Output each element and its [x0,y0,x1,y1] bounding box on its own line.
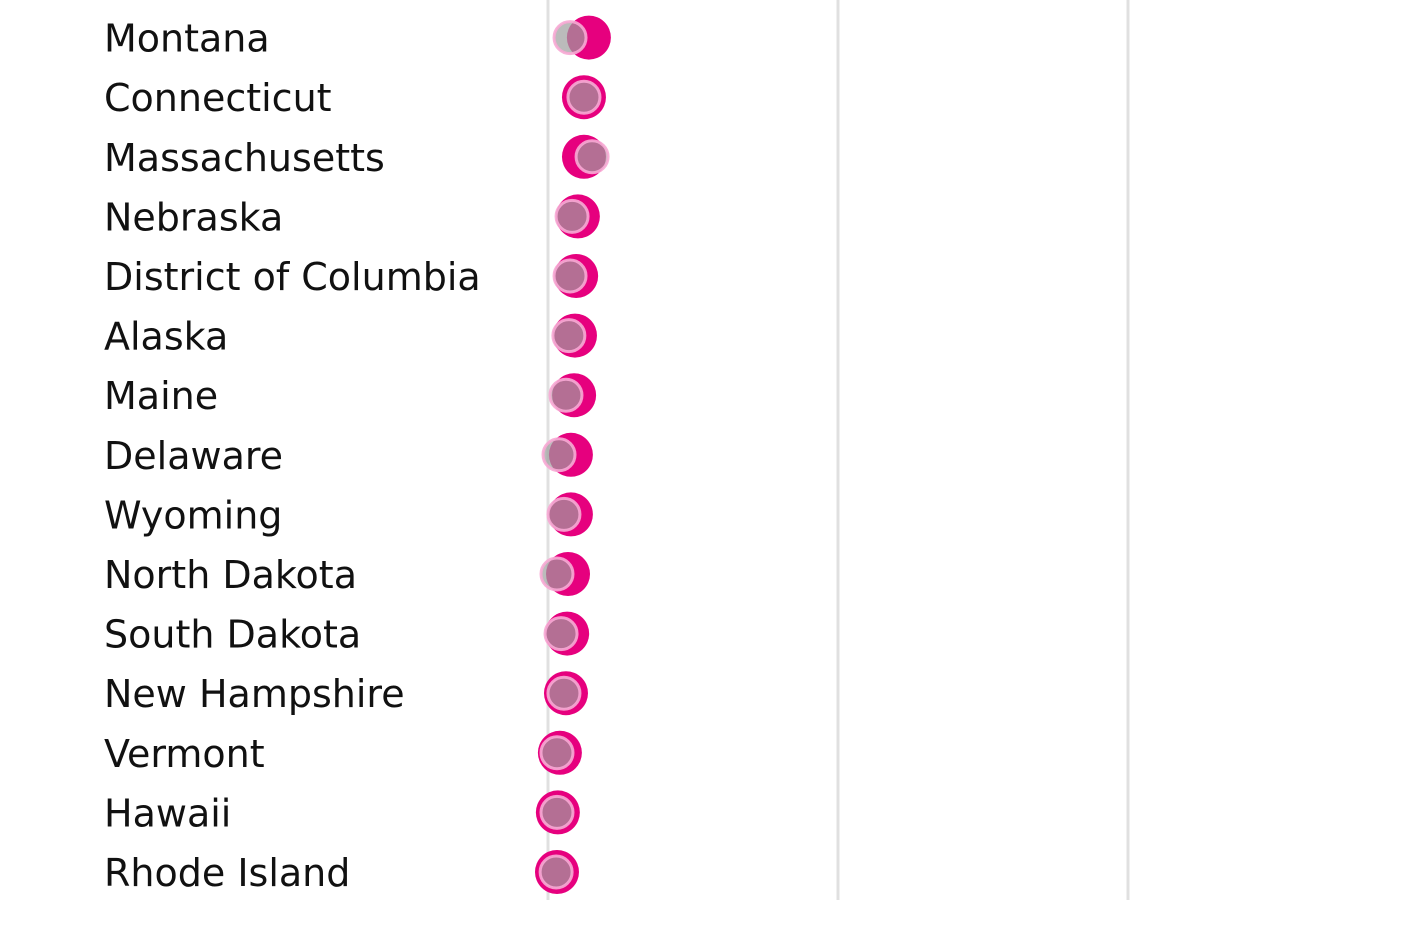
category-label: Maine [104,374,218,418]
dot-series-b[interactable] [554,198,590,234]
dot-series-b[interactable] [539,794,575,830]
category-label: Montana [104,17,270,61]
dot-series-b[interactable] [539,556,575,592]
dot-series-b[interactable] [552,258,588,294]
category-label: Alaska [104,315,228,359]
dot-series-b[interactable] [566,79,602,115]
category-label: Connecticut [104,76,332,120]
category-label: District of Columbia [104,255,481,299]
category-label: Vermont [104,732,265,776]
dot-series-b[interactable] [538,854,574,890]
category-label: Massachusetts [104,136,385,180]
category-label: Wyoming [104,493,282,537]
category-label: Nebraska [104,195,283,239]
dot-series-b[interactable] [546,675,582,711]
category-label: South Dakota [104,613,361,657]
category-label: North Dakota [104,553,357,597]
dot-series-b[interactable] [552,20,588,56]
dot-series-b[interactable] [541,437,577,473]
category-label: New Hampshire [104,672,405,716]
dot-series-b[interactable] [539,735,575,771]
category-label: Delaware [104,434,283,478]
category-label: Rhode Island [104,851,350,895]
category-label: Hawaii [104,791,231,835]
dot-series-b[interactable] [551,318,587,354]
dot-series-b[interactable] [543,616,579,652]
dot-series-b[interactable] [548,377,584,413]
dot-series-b[interactable] [574,139,610,175]
dot-series-b[interactable] [546,496,582,532]
